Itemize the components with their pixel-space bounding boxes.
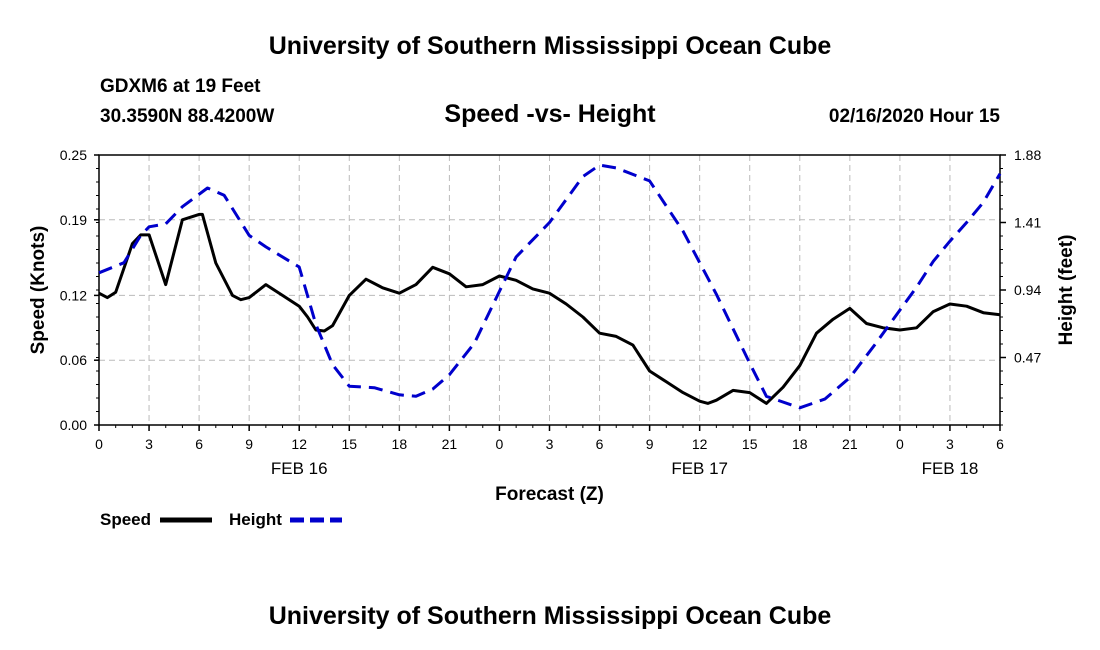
x-tick-label: 6	[996, 436, 1004, 452]
y-tick-label: 0.12	[60, 287, 87, 303]
y2-tick-label: 0.47	[1014, 350, 1041, 366]
y-axis-title: Speed (Knots)	[28, 226, 49, 355]
datetime-label: 02/16/2020 Hour 15	[828, 106, 1000, 127]
x-tick-label: 0	[496, 436, 504, 452]
x-tick-label: 3	[946, 436, 954, 452]
y2-tick-label: 1.88	[1014, 147, 1041, 163]
x-tick-label: 6	[195, 436, 203, 452]
height-series-line	[98, 163, 1002, 410]
chart-title: Speed -vs- Height	[444, 100, 656, 128]
y2-tick-label: 1.41	[1014, 215, 1041, 231]
x-tick-label: 15	[742, 436, 758, 452]
x-tick-label: 12	[692, 436, 708, 452]
legend-height-label: Height	[229, 510, 282, 529]
x-tick-label: 21	[442, 436, 458, 452]
x-tick-label: 15	[341, 436, 357, 452]
date-label: FEB 16	[271, 459, 328, 478]
y2-axis-title: Height (feet)	[1056, 235, 1077, 346]
y-tick-label: 0.00	[60, 417, 87, 433]
x-tick-label: 18	[792, 436, 808, 452]
date-label: FEB 17	[671, 459, 728, 478]
y-tick-label: 0.25	[60, 147, 87, 163]
y2-tick-label: 0.94	[1014, 282, 1041, 298]
bottom-title: University of Southern Mississippi Ocean…	[268, 602, 832, 630]
x-tick-label: 9	[646, 436, 654, 452]
location-label: 30.3590N 88.4200W	[100, 106, 275, 127]
x-tick-label: 18	[392, 436, 408, 452]
x-tick-label: 0	[95, 436, 103, 452]
x-tick-label: 12	[291, 436, 307, 452]
x-axis-title: Forecast (Z)	[495, 484, 604, 505]
y-tick-label: 0.06	[60, 352, 87, 368]
x-tick-label: 0	[896, 436, 904, 452]
x-tick-label: 3	[546, 436, 554, 452]
x-tick-label: 3	[145, 436, 153, 452]
x-tick-label: 6	[596, 436, 604, 452]
top-title: University of Southern Mississippi Ocean…	[268, 32, 832, 60]
y-tick-label: 0.19	[60, 212, 87, 228]
station-label: GDXM6 at 19 Feet	[100, 76, 261, 97]
date-label: FEB 18	[922, 459, 979, 478]
speed-series-line	[98, 212, 1001, 405]
x-tick-label: 9	[245, 436, 253, 452]
legend-speed-label: Speed	[100, 510, 151, 529]
x-tick-label: 21	[842, 436, 858, 452]
